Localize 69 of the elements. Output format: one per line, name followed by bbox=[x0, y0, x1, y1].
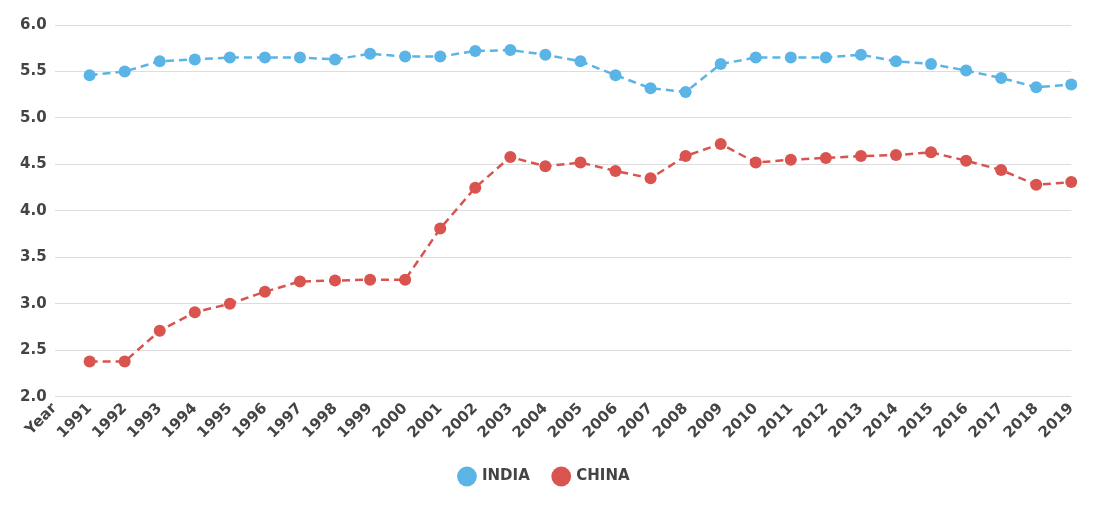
point bbox=[469, 45, 482, 58]
legend-label: INDIA bbox=[481, 466, 531, 485]
point bbox=[609, 69, 622, 82]
point bbox=[434, 222, 447, 235]
point bbox=[293, 51, 306, 64]
point bbox=[749, 156, 762, 169]
point bbox=[679, 85, 692, 98]
point bbox=[118, 65, 131, 78]
point bbox=[83, 69, 96, 82]
point bbox=[784, 153, 797, 166]
point bbox=[293, 275, 306, 288]
point bbox=[153, 55, 166, 68]
point bbox=[644, 172, 657, 185]
point bbox=[399, 50, 412, 63]
point bbox=[329, 274, 342, 287]
point bbox=[399, 273, 412, 286]
point bbox=[188, 53, 201, 66]
point bbox=[188, 306, 201, 319]
point bbox=[83, 355, 96, 368]
point bbox=[784, 51, 797, 64]
y-tick-label: 5.5 bbox=[19, 61, 47, 80]
point bbox=[925, 146, 938, 159]
y-tick-label: 3.0 bbox=[19, 293, 47, 312]
point bbox=[749, 51, 762, 64]
point bbox=[258, 51, 271, 64]
point bbox=[574, 55, 587, 68]
point bbox=[504, 150, 517, 163]
point bbox=[609, 164, 622, 177]
y-tick-label: 2.5 bbox=[19, 340, 47, 359]
point bbox=[469, 181, 482, 194]
y-tick-label: 3.5 bbox=[19, 247, 47, 266]
point bbox=[1065, 176, 1078, 189]
point bbox=[364, 273, 377, 286]
y-tick-label: 6.0 bbox=[19, 14, 47, 33]
point bbox=[960, 154, 973, 167]
point bbox=[679, 150, 692, 163]
point bbox=[364, 47, 377, 60]
y-tick-label: 4.5 bbox=[19, 154, 47, 173]
point bbox=[258, 285, 271, 298]
point bbox=[960, 64, 973, 77]
point bbox=[539, 160, 552, 173]
point bbox=[819, 151, 832, 164]
point bbox=[1030, 178, 1043, 191]
point bbox=[1065, 78, 1078, 91]
point bbox=[925, 58, 938, 71]
point bbox=[504, 44, 517, 57]
y-tick-label: 2.0 bbox=[19, 386, 47, 405]
y-tick-label: 4.0 bbox=[19, 200, 47, 219]
point bbox=[223, 51, 236, 64]
point bbox=[434, 50, 447, 63]
point bbox=[819, 51, 832, 64]
point bbox=[644, 82, 657, 95]
y-tick-label: 5.0 bbox=[19, 107, 47, 126]
point bbox=[329, 53, 342, 66]
legend-label: CHINA bbox=[576, 466, 630, 485]
point bbox=[854, 48, 867, 61]
point bbox=[223, 297, 236, 310]
point bbox=[153, 324, 166, 337]
point bbox=[889, 55, 902, 68]
point bbox=[574, 156, 587, 169]
point bbox=[539, 48, 552, 61]
point bbox=[854, 150, 867, 163]
point bbox=[714, 58, 727, 71]
point bbox=[995, 163, 1008, 176]
point bbox=[995, 71, 1008, 84]
point bbox=[1030, 81, 1043, 94]
point bbox=[889, 149, 902, 162]
point bbox=[714, 137, 727, 150]
point bbox=[118, 355, 131, 368]
